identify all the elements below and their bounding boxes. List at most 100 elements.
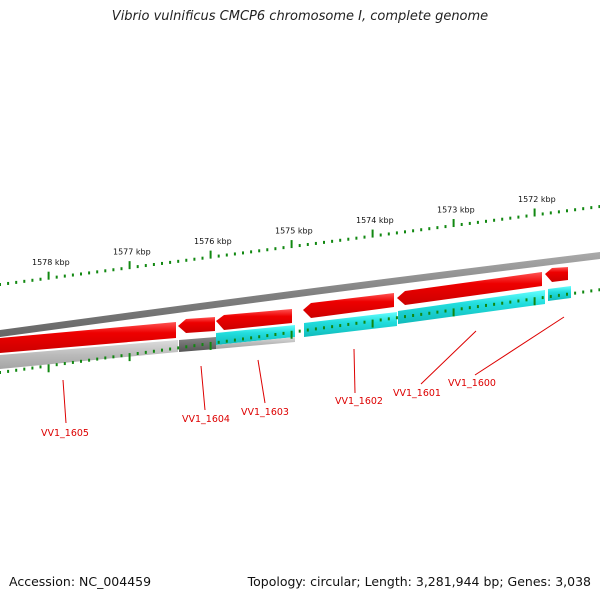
- major-tick: [47, 364, 50, 373]
- minor-tick: [420, 228, 423, 232]
- major-tick: [128, 261, 131, 270]
- minor-tick: [395, 316, 398, 320]
- minor-tick: [193, 344, 196, 348]
- minor-tick: [525, 298, 528, 302]
- leader-vv1-1601: [420, 330, 477, 385]
- minor-tick: [250, 250, 253, 254]
- gene-label[interactable]: VV1_1605: [41, 428, 89, 439]
- minor-tick: [217, 340, 220, 344]
- major-tick: [128, 353, 131, 362]
- minor-tick: [266, 248, 269, 252]
- minor-tick: [582, 207, 585, 211]
- minor-tick: [549, 211, 552, 215]
- minor-tick: [23, 367, 26, 371]
- minor-tick: [104, 269, 107, 273]
- gene-leaders: [62, 316, 565, 424]
- minor-tick: [250, 336, 253, 340]
- minor-tick: [169, 260, 172, 264]
- match-vv1-1603-tail: [216, 337, 295, 349]
- minor-tick: [379, 318, 382, 322]
- gene-label[interactable]: VV1_1603: [241, 407, 289, 418]
- minor-tick: [428, 227, 431, 231]
- cds-arrow-vv1-1601: [397, 272, 542, 305]
- minor-tick: [185, 258, 188, 262]
- leader-vv1-1600: [474, 316, 565, 376]
- minor-tick: [355, 321, 358, 325]
- minor-tick: [233, 252, 236, 256]
- major-tick: [290, 240, 293, 249]
- minor-tick: [395, 231, 398, 235]
- minor-tick: [476, 220, 479, 224]
- minor-tick: [7, 281, 10, 285]
- minor-tick: [258, 249, 261, 253]
- minor-tick: [0, 283, 1, 286]
- minor-tick: [428, 311, 431, 315]
- minor-tick: [590, 206, 593, 210]
- minor-tick: [460, 222, 463, 226]
- minor-tick: [233, 338, 236, 342]
- minor-tick: [541, 296, 544, 300]
- minor-tick: [217, 254, 220, 258]
- outer-tick-track: [0, 205, 600, 286]
- minor-tick: [412, 313, 415, 317]
- minor-tick: [485, 219, 487, 223]
- minor-tick: [306, 328, 309, 332]
- minor-tick: [468, 306, 471, 310]
- kbp-label: 1577 kbp: [113, 248, 151, 257]
- minor-tick: [509, 216, 512, 220]
- kbp-label: 1572 kbp: [518, 195, 556, 204]
- minor-tick: [242, 337, 244, 341]
- minor-tick: [31, 366, 34, 370]
- accession-text: Accession: NC_004459: [9, 574, 152, 589]
- minor-tick: [258, 335, 261, 339]
- major-tick: [371, 229, 374, 238]
- leader-vv1-1602: [353, 348, 356, 394]
- gene-label[interactable]: VV1_1600: [448, 378, 496, 389]
- minor-tick: [80, 272, 82, 276]
- minor-tick: [298, 244, 301, 248]
- minor-tick: [15, 280, 18, 284]
- minor-tick: [363, 235, 366, 239]
- minor-tick: [144, 350, 147, 354]
- minor-tick: [444, 309, 447, 313]
- minor-tick: [420, 312, 423, 316]
- minor-tick: [598, 288, 600, 292]
- map-title: Vibrio vulnificus CMCP6 chromosome I, co…: [111, 9, 489, 24]
- gene-label[interactable]: VV1_1601: [393, 388, 441, 399]
- minor-tick: [314, 241, 317, 245]
- major-tick: [371, 319, 374, 328]
- minor-tick: [242, 251, 244, 255]
- major-tick: [290, 330, 293, 339]
- minor-tick: [282, 246, 285, 250]
- minor-tick: [169, 347, 172, 351]
- gene-label[interactable]: VV1_1602: [335, 396, 383, 407]
- minor-tick: [63, 274, 66, 278]
- minor-tick: [201, 343, 204, 347]
- chromosome-backbone: [0, 252, 600, 337]
- minor-tick: [225, 339, 228, 343]
- kbp-label: 1578 kbp: [32, 258, 70, 267]
- minor-tick: [306, 242, 309, 246]
- minor-tick: [152, 349, 155, 353]
- minor-tick: [331, 325, 334, 329]
- minor-tick: [476, 305, 479, 309]
- minor-tick: [436, 226, 439, 230]
- minor-tick: [493, 302, 496, 306]
- minor-tick: [55, 363, 58, 367]
- minor-tick: [517, 299, 520, 303]
- minor-tick: [298, 329, 301, 333]
- inner-tick-track: [0, 288, 600, 374]
- gene-label[interactable]: VV1_1604: [182, 414, 230, 425]
- minor-tick: [347, 237, 350, 241]
- minor-tick: [347, 322, 350, 326]
- minor-tick: [590, 289, 593, 293]
- minor-tick: [582, 290, 585, 294]
- kbp-label: 1576 kbp: [194, 237, 232, 246]
- minor-tick: [501, 301, 504, 305]
- minor-tick: [323, 326, 325, 330]
- minor-tick: [541, 212, 544, 216]
- minor-tick: [177, 259, 180, 263]
- minor-tick: [225, 253, 228, 257]
- minor-tick: [598, 205, 600, 209]
